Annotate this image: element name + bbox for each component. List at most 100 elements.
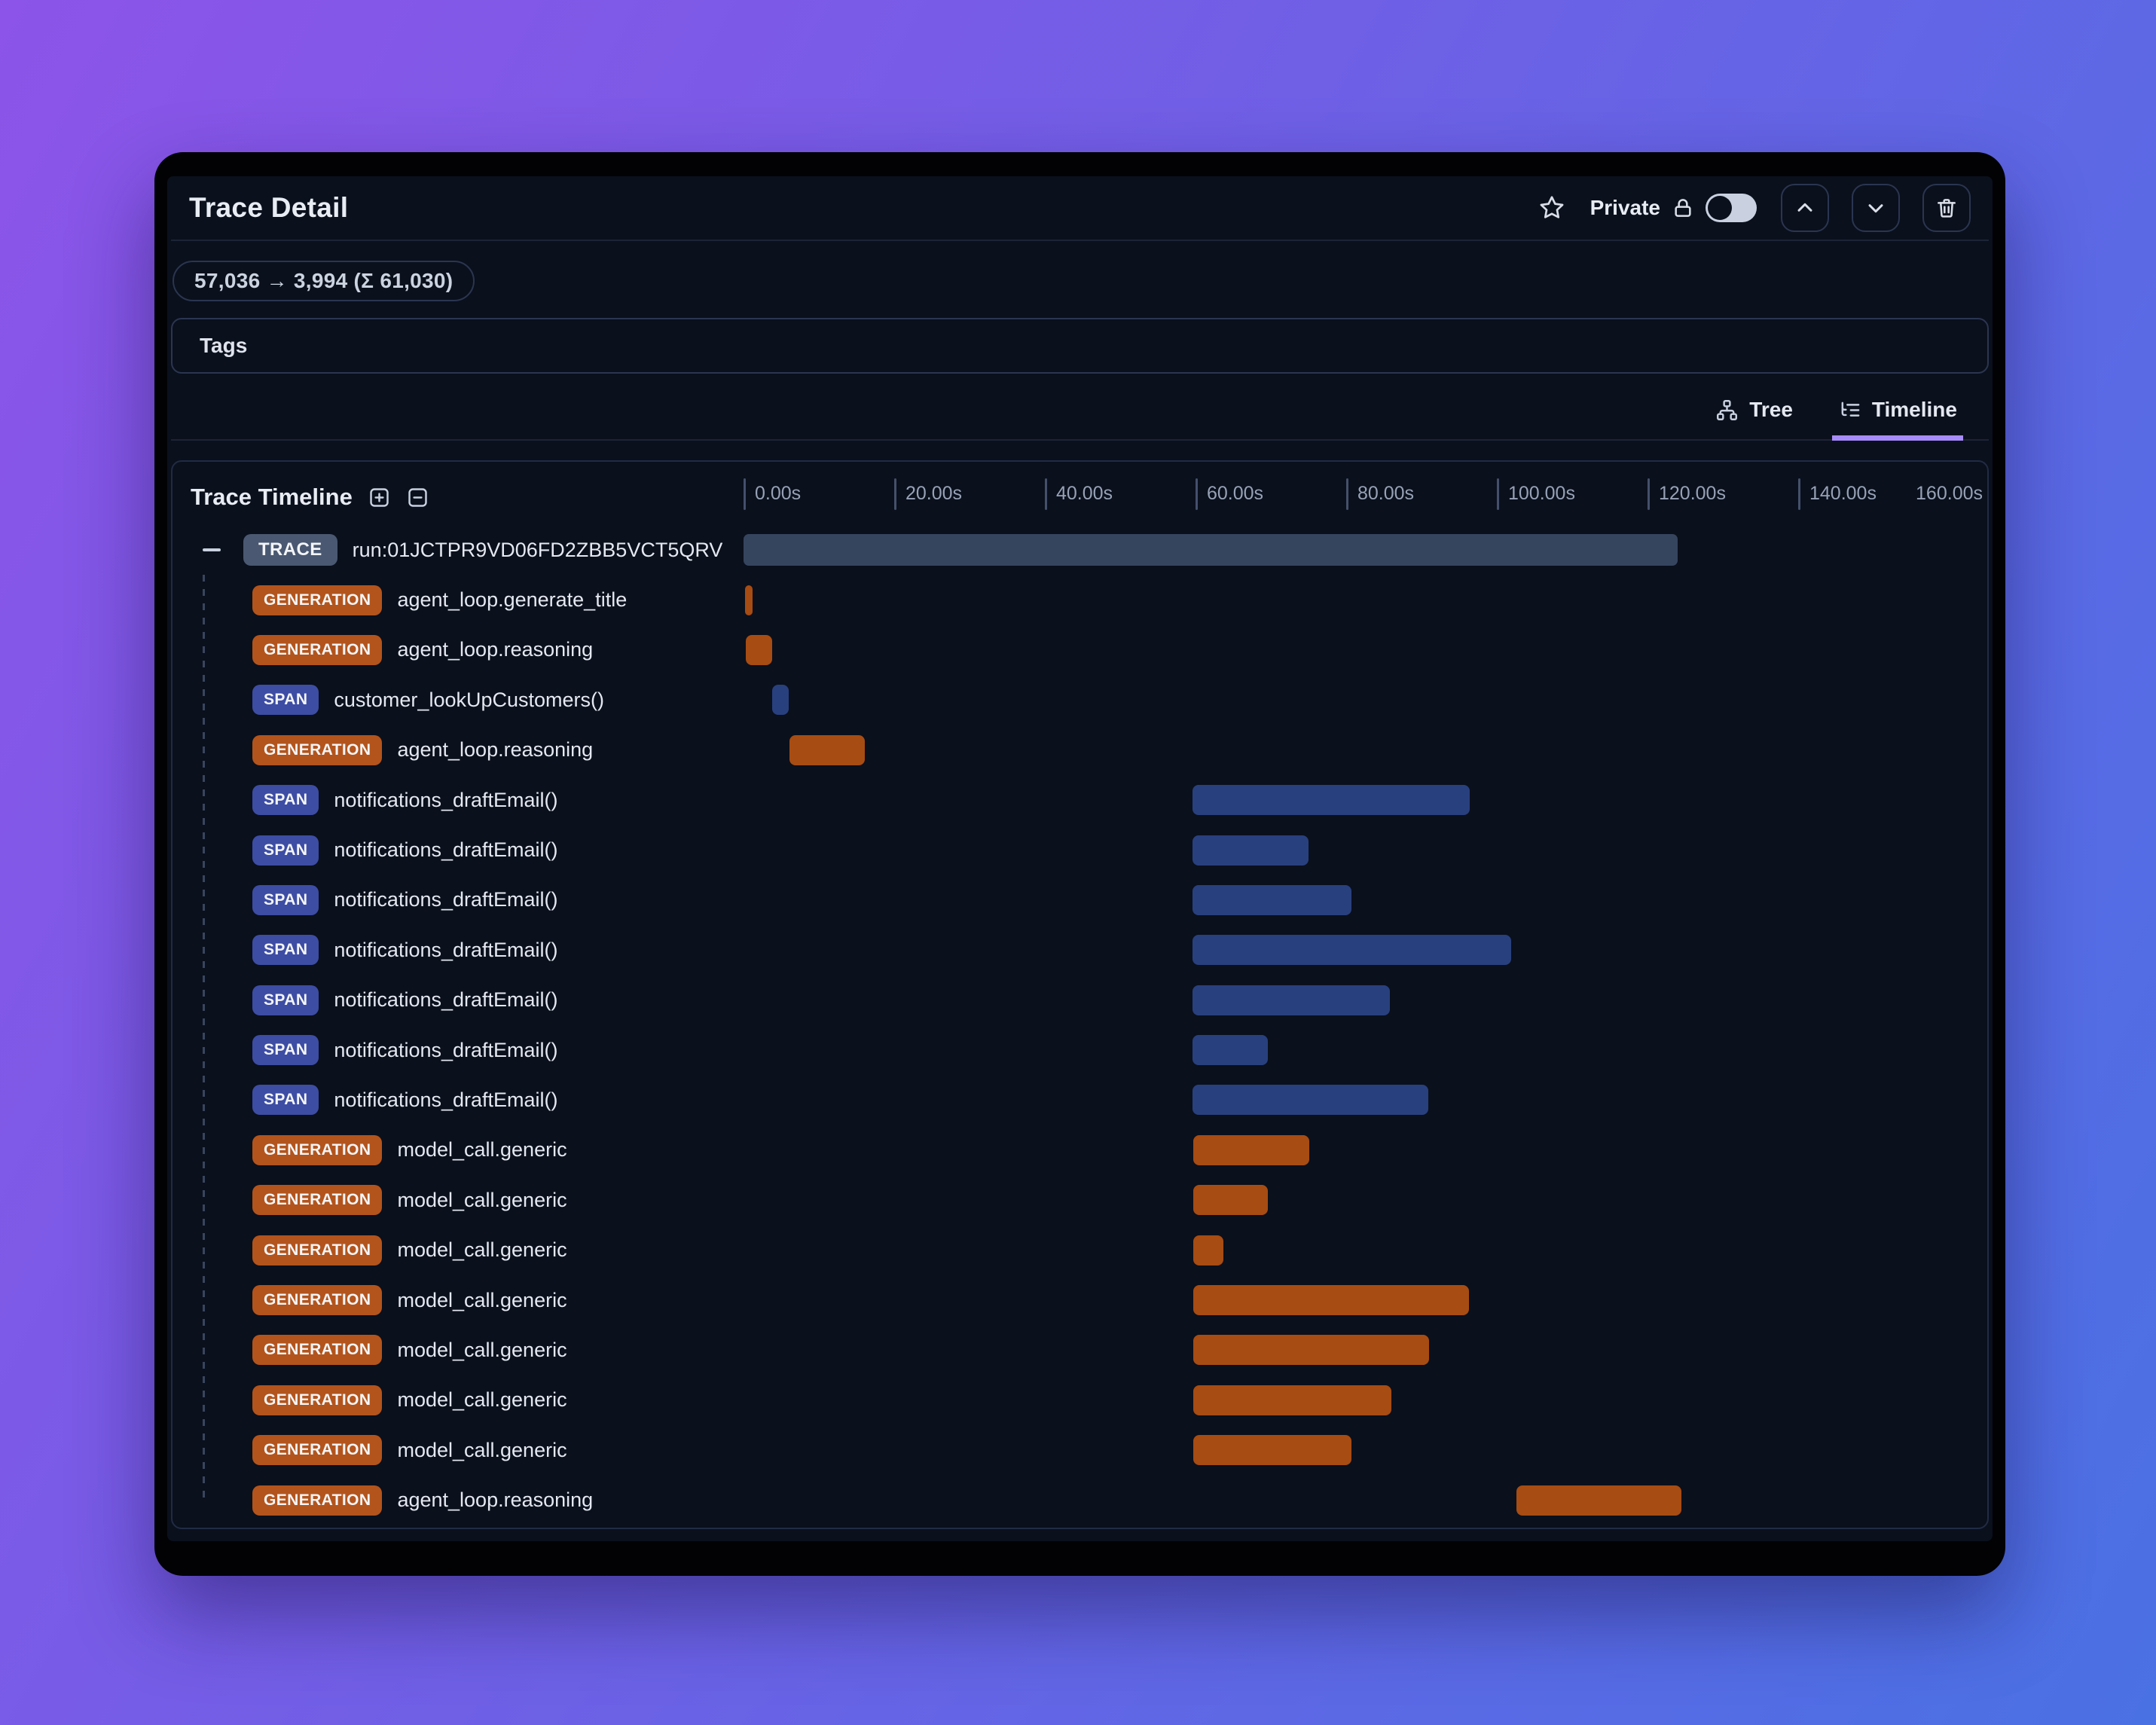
- row-header: SPAN notifications_draftEmail(): [173, 835, 744, 866]
- collapse-toggle[interactable]: [200, 545, 224, 554]
- timeline-row-span[interactable]: SPAN notifications_draftEmail(): [173, 825, 1987, 875]
- timeline-row-generation[interactable]: GENERATION agent_loop.reasoning: [173, 625, 1987, 675]
- row-type-badge: TRACE: [243, 534, 337, 566]
- timeline-row-generation[interactable]: GENERATION agent_loop.reasoning: [173, 725, 1987, 775]
- timeline-row-generation[interactable]: GENERATION model_call.generic: [173, 1325, 1987, 1375]
- tick-label: 40.00s: [1056, 483, 1113, 504]
- row-type-badge: GENERATION: [252, 734, 383, 765]
- row-type-badge: GENERATION: [252, 1485, 383, 1516]
- tab-tree[interactable]: Tree: [1709, 389, 1799, 441]
- move-up-button[interactable]: [1781, 184, 1829, 232]
- row-duration-bar: [1193, 1335, 1429, 1366]
- tick-label: 60.00s: [1207, 483, 1264, 504]
- row-duration-bar: [1193, 1435, 1351, 1466]
- plus-square-icon: [368, 486, 391, 509]
- panel-header: Trace Timeline 160.00s 0.00s 20.00s 40.0: [173, 472, 1987, 522]
- row-header: GENERATION model_call.generic: [173, 1285, 744, 1316]
- timeline-row-generation[interactable]: GENERATION agent_loop.reasoning: [173, 1475, 1987, 1525]
- toggle-knob: [1708, 196, 1732, 220]
- timeline-row-generation[interactable]: GENERATION model_call.generic: [173, 1125, 1987, 1175]
- move-down-button[interactable]: [1852, 184, 1900, 232]
- timeline-row-span[interactable]: SPAN notifications_draftEmail(): [173, 975, 1987, 1025]
- row-track: [744, 1475, 1987, 1525]
- timeline-row-span[interactable]: SPAN notifications_draftEmail(): [173, 1075, 1987, 1125]
- lock-icon: [1671, 196, 1695, 220]
- row-label: model_call.generic: [397, 1288, 567, 1311]
- tab-timeline[interactable]: Timeline: [1831, 389, 1963, 441]
- row-header: SPAN notifications_draftEmail(): [173, 935, 744, 966]
- row-type-badge: GENERATION: [252, 1235, 383, 1266]
- timeline-row-span[interactable]: SPAN customer_lookUpCustomers(): [173, 675, 1987, 725]
- tree-icon: [1715, 398, 1739, 422]
- tick-label: 120.00s: [1659, 483, 1726, 504]
- row-type-badge: GENERATION: [252, 1134, 383, 1165]
- collapse-all-button[interactable]: [406, 486, 429, 509]
- timeline-row-generation[interactable]: GENERATION model_call.generic: [173, 1425, 1987, 1475]
- row-type-badge: SPAN: [252, 685, 319, 716]
- row-header: GENERATION agent_loop.generate_title: [173, 585, 744, 615]
- timeline-row-span[interactable]: SPAN notifications_draftEmail(): [173, 775, 1987, 825]
- row-header: SPAN customer_lookUpCustomers(): [173, 685, 744, 716]
- star-button[interactable]: [1538, 194, 1566, 222]
- row-label: model_call.generic: [397, 1338, 567, 1361]
- row-duration-bar: [1193, 1185, 1268, 1216]
- privacy-toggle[interactable]: [1706, 194, 1757, 222]
- privacy-label: Private: [1590, 196, 1660, 219]
- row-duration-bar: [1193, 835, 1309, 866]
- row-track: [744, 1275, 1987, 1325]
- axis-tick: 20.00s: [894, 478, 962, 510]
- delete-button[interactable]: [1922, 184, 1971, 232]
- timeline-row-span[interactable]: SPAN notifications_draftEmail(): [173, 925, 1987, 975]
- timeline-row-generation[interactable]: GENERATION model_call.generic: [173, 1375, 1987, 1425]
- tick-mark: [1497, 478, 1499, 510]
- timeline-row-generation[interactable]: GENERATION model_call.generic: [173, 1225, 1987, 1275]
- expand-all-button[interactable]: [368, 486, 391, 509]
- row-type-badge: SPAN: [252, 935, 319, 966]
- window-content: Trace Detail Private: [167, 176, 1993, 1541]
- row-label: model_call.generic: [397, 1388, 567, 1412]
- row-type-badge: SPAN: [252, 835, 319, 866]
- row-track: [744, 875, 1987, 925]
- row-track: [744, 1425, 1987, 1475]
- row-track: [744, 525, 1987, 575]
- axis-tick: 100.00s: [1497, 478, 1575, 510]
- timeline-rows: TRACE run:01JCTPR9VD06FD2ZBB5VCT5QRV GEN…: [173, 522, 1987, 1519]
- row-duration-bar: [1193, 1235, 1223, 1266]
- row-label: agent_loop.reasoning: [397, 638, 594, 661]
- token-usage-badge: 57,036 → 3,994 (Σ 61,030): [173, 261, 475, 301]
- privacy-control: Private: [1590, 194, 1757, 222]
- row-label: agent_loop.reasoning: [397, 738, 594, 762]
- tab-tree-label: Tree: [1749, 398, 1793, 421]
- timeline-row-generation[interactable]: GENERATION model_call.generic: [173, 1275, 1987, 1325]
- row-header: SPAN notifications_draftEmail(): [173, 785, 744, 816]
- tags-input[interactable]: Tags: [171, 318, 1989, 374]
- tick-label: 20.00s: [905, 483, 963, 504]
- row-label: model_call.generic: [397, 1138, 567, 1162]
- row-header: GENERATION agent_loop.reasoning: [173, 1485, 744, 1516]
- row-label: notifications_draftEmail(): [334, 988, 558, 1012]
- row-track: [744, 1175, 1987, 1225]
- timeline-row-span[interactable]: SPAN notifications_draftEmail(): [173, 1025, 1987, 1075]
- tick-mark: [894, 478, 896, 510]
- row-header: GENERATION model_call.generic: [173, 1435, 744, 1466]
- trace-row[interactable]: TRACE run:01JCTPR9VD06FD2ZBB5VCT5QRV: [173, 525, 1987, 575]
- row-track: [744, 1025, 1987, 1075]
- row-header: GENERATION agent_loop.reasoning: [173, 634, 744, 665]
- tick-mark: [1798, 478, 1800, 510]
- row-header: GENERATION model_call.generic: [173, 1235, 744, 1266]
- row-duration-bar: [744, 534, 1678, 566]
- row-track: [744, 1125, 1987, 1175]
- row-header: GENERATION model_call.generic: [173, 1185, 744, 1216]
- row-header: GENERATION agent_loop.reasoning: [173, 734, 744, 765]
- token-usage-row: 57,036 → 3,994 (Σ 61,030): [173, 261, 1987, 301]
- timeline-row-generation[interactable]: GENERATION agent_loop.generate_title: [173, 575, 1987, 624]
- row-type-badge: SPAN: [252, 1085, 319, 1116]
- axis-tick: 120.00s: [1648, 478, 1726, 510]
- tick-mark: [744, 478, 746, 510]
- row-label: agent_loop.reasoning: [397, 1488, 594, 1512]
- timeline-row-generation[interactable]: GENERATION model_call.generic: [173, 1175, 1987, 1225]
- row-header: GENERATION model_call.generic: [173, 1335, 744, 1366]
- row-label: notifications_draftEmail(): [334, 1038, 558, 1061]
- timeline-row-span[interactable]: SPAN notifications_draftEmail(): [173, 875, 1987, 925]
- row-duration-bar: [1193, 1285, 1469, 1316]
